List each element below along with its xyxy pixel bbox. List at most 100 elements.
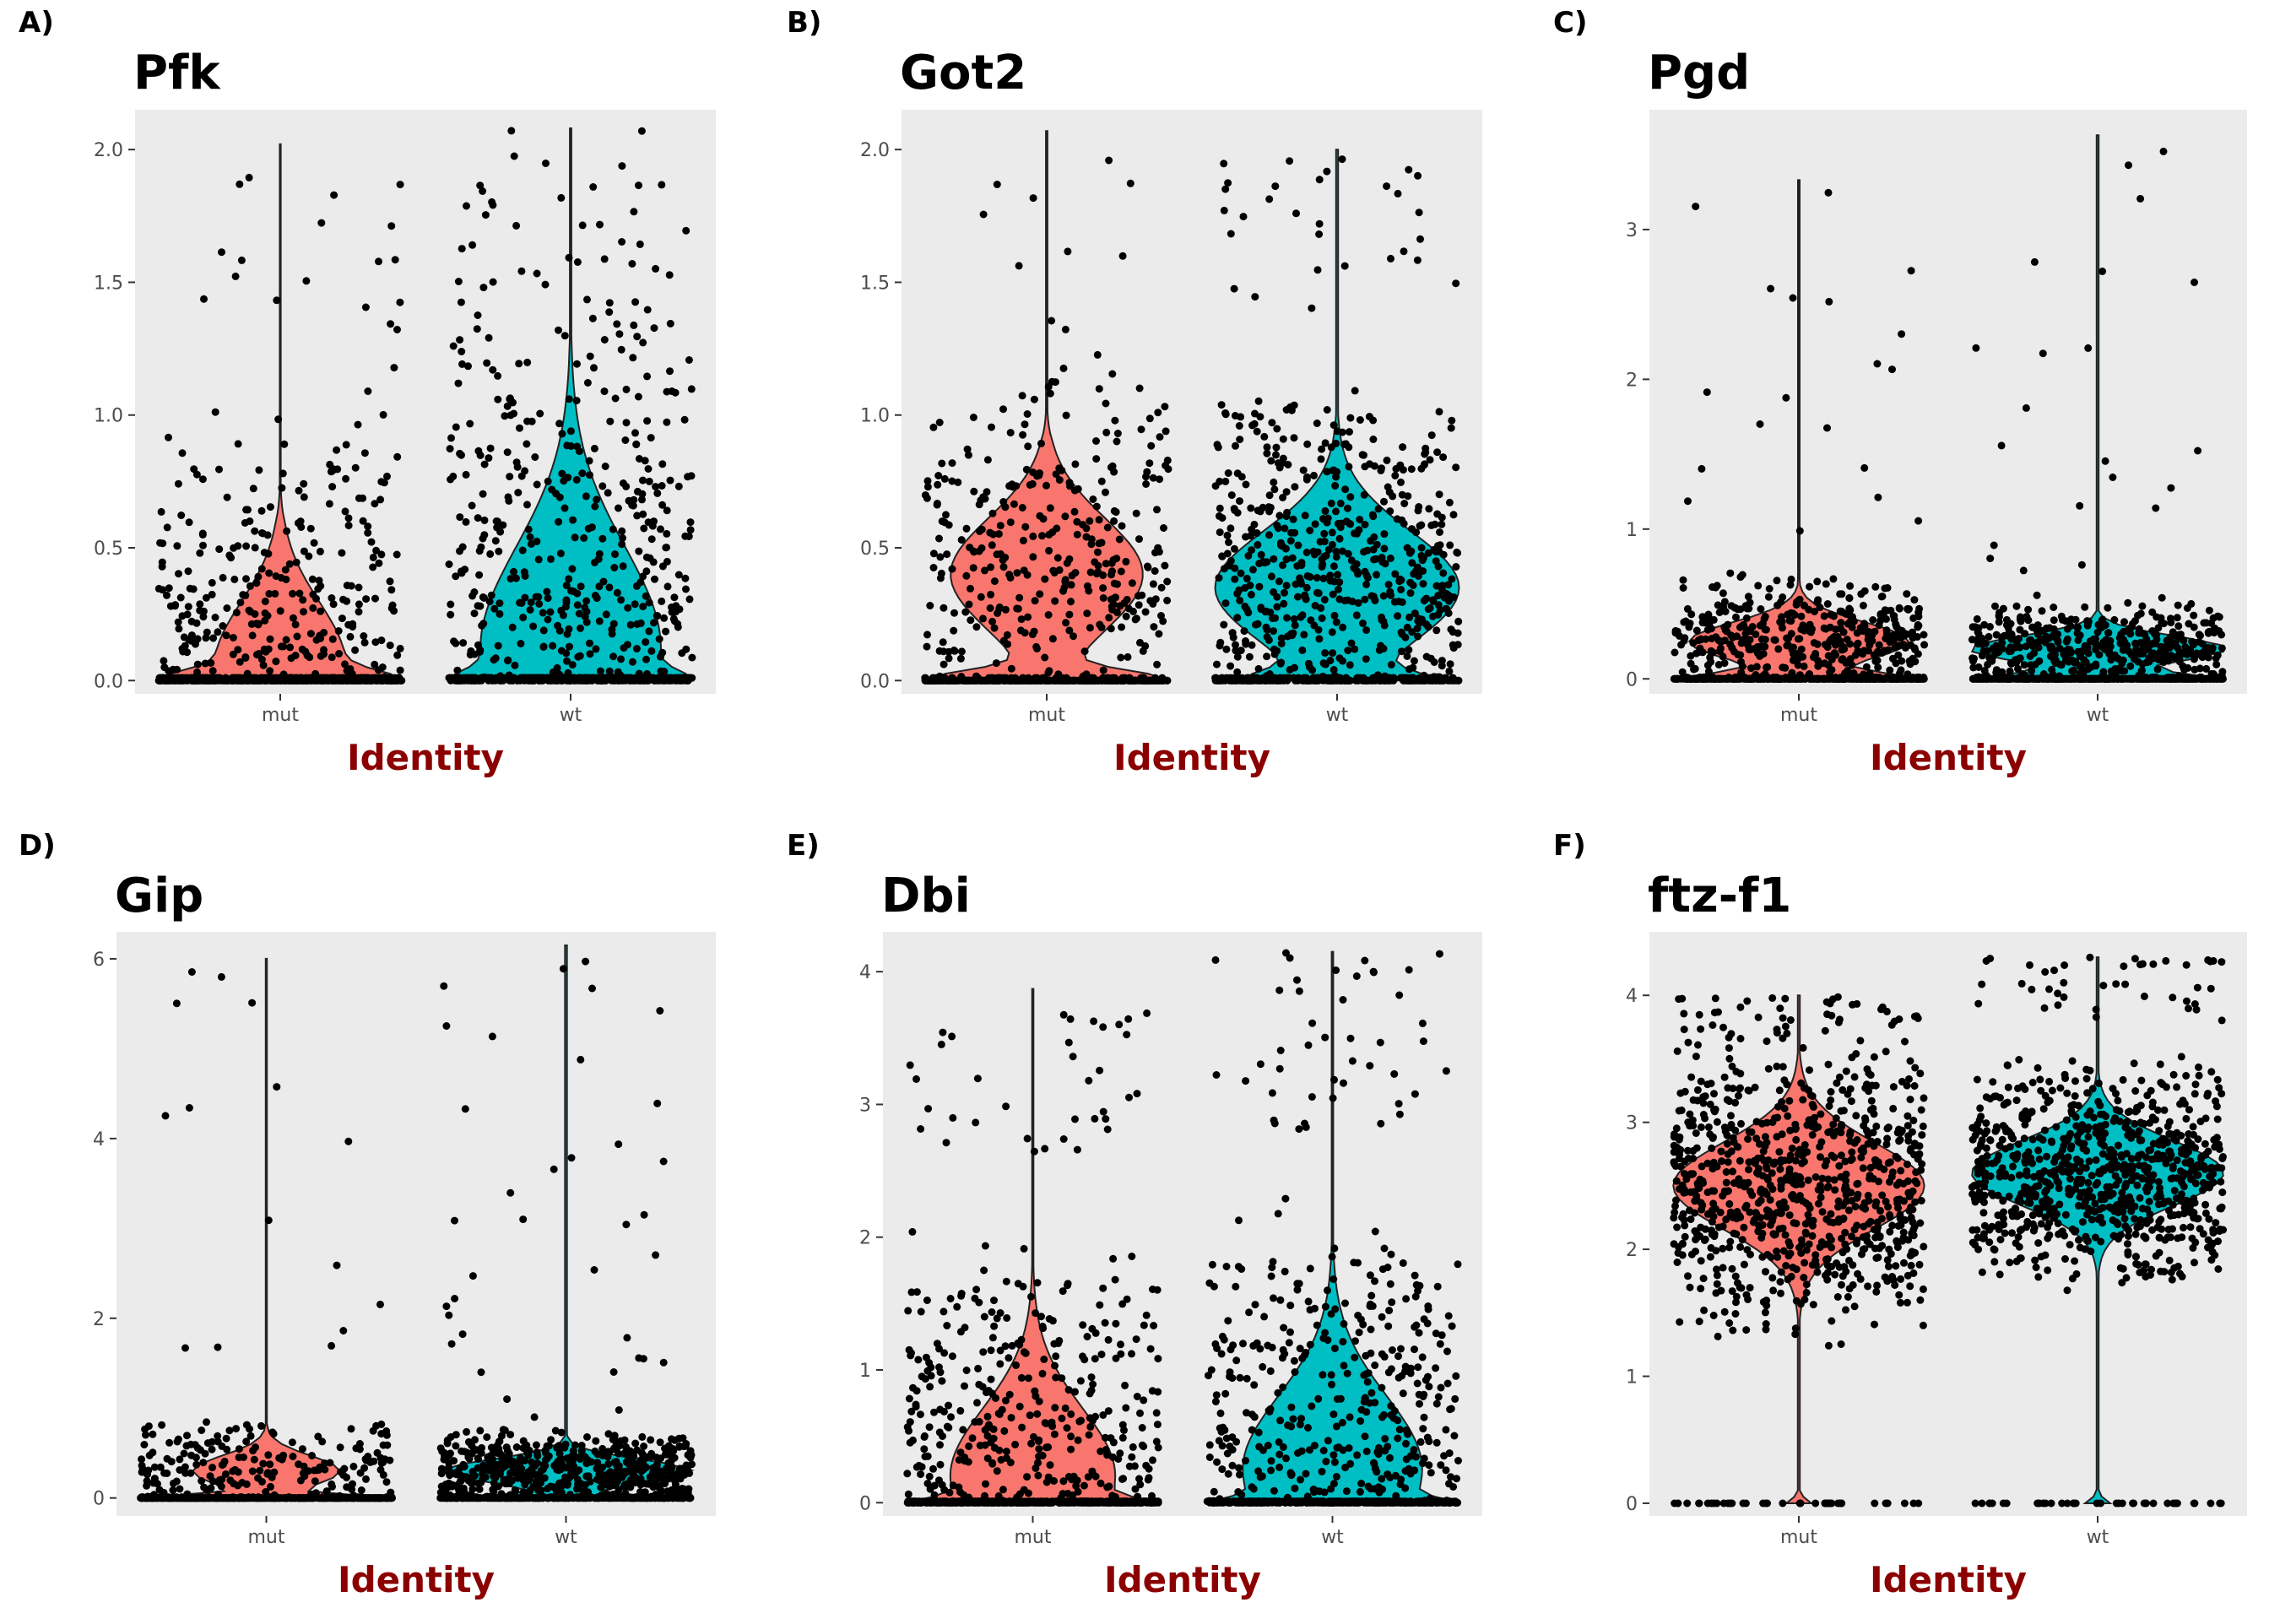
data-point — [1243, 481, 1250, 489]
data-point — [1414, 257, 1422, 264]
data-point — [664, 582, 672, 590]
data-point — [682, 227, 690, 235]
data-point — [542, 160, 550, 167]
data-point — [1321, 596, 1329, 604]
data-point — [1677, 675, 1685, 683]
data-point — [355, 584, 363, 592]
data-point — [453, 667, 461, 674]
data-point — [286, 643, 294, 651]
data-point — [1044, 669, 1052, 676]
data-point — [555, 677, 562, 685]
data-point — [1373, 571, 1380, 578]
data-point — [328, 594, 335, 602]
data-point — [1155, 631, 1162, 638]
data-point — [1096, 385, 1103, 392]
data-point — [1036, 590, 1043, 598]
data-point — [1083, 524, 1091, 532]
data-point — [1805, 606, 1812, 614]
data-point — [280, 441, 288, 448]
data-point — [593, 594, 601, 602]
data-point — [456, 513, 463, 521]
data-point — [577, 652, 584, 660]
data-point — [1216, 528, 1224, 536]
data-point — [1024, 410, 1032, 418]
data-point — [371, 595, 379, 603]
data-point — [1292, 209, 1300, 217]
data-point — [490, 279, 497, 286]
data-point — [1445, 609, 1453, 617]
x-axis-title: Identity — [1113, 737, 1270, 778]
data-point — [1449, 641, 1457, 649]
data-point — [209, 667, 217, 674]
data-point — [1100, 667, 1107, 674]
data-point — [1860, 602, 1867, 609]
data-point — [1331, 612, 1339, 620]
data-point — [1684, 605, 1692, 613]
data-point — [172, 674, 180, 682]
data-point — [480, 531, 488, 539]
data-point — [193, 620, 201, 627]
data-point — [1407, 589, 1415, 597]
data-point — [667, 320, 674, 328]
data-point — [1914, 613, 1922, 620]
data-point — [463, 471, 470, 479]
data-point — [1240, 213, 1248, 220]
data-point — [989, 510, 997, 517]
data-point — [458, 299, 465, 306]
data-point — [1341, 263, 1349, 270]
data-point — [158, 508, 165, 516]
data-point — [1829, 575, 1837, 582]
data-point — [1836, 590, 1844, 598]
x-axis-title: Identity — [347, 737, 504, 778]
data-point — [970, 414, 977, 421]
data-point — [558, 430, 566, 437]
data-point — [511, 662, 518, 669]
data-point — [582, 598, 590, 605]
data-point — [1721, 598, 1729, 605]
data-point — [1454, 618, 1462, 625]
data-point — [1801, 675, 1809, 683]
data-point — [1113, 555, 1120, 562]
data-point — [1417, 522, 1425, 529]
data-point — [1081, 647, 1089, 655]
data-point — [1142, 480, 1150, 488]
data-point — [1111, 417, 1118, 425]
data-point — [685, 356, 693, 364]
data-point — [345, 522, 353, 529]
data-point — [949, 459, 956, 467]
data-point — [1102, 429, 1110, 436]
data-point — [1216, 512, 1223, 520]
data-point — [988, 424, 995, 431]
data-point — [1254, 428, 1261, 436]
data-point — [1300, 467, 1308, 474]
data-point — [1260, 433, 1268, 441]
data-point — [328, 468, 335, 475]
data-point — [1133, 510, 1140, 517]
data-point — [657, 653, 664, 661]
data-point — [1088, 535, 1096, 543]
data-point — [1243, 575, 1251, 582]
data-point — [658, 501, 666, 509]
x-tick-label: wt — [2087, 705, 2109, 726]
data-point — [583, 677, 591, 685]
data-point — [620, 644, 628, 652]
data-point — [458, 452, 465, 459]
data-point — [1446, 541, 1454, 549]
data-point — [1042, 482, 1050, 490]
data-point — [1437, 677, 1444, 685]
data-point — [557, 194, 565, 202]
data-point — [506, 473, 513, 480]
data-point — [1248, 641, 1256, 649]
data-point — [1814, 596, 1822, 604]
data-point — [1821, 612, 1828, 620]
data-point — [609, 630, 616, 637]
data-point — [1861, 622, 1869, 630]
data-point — [1446, 499, 1454, 506]
data-point — [1216, 505, 1224, 512]
data-point — [1419, 580, 1427, 587]
data-point — [1364, 547, 1372, 555]
data-point — [991, 577, 999, 585]
data-point — [670, 615, 678, 623]
data-point — [1114, 430, 1122, 437]
data-point — [1421, 597, 1428, 604]
